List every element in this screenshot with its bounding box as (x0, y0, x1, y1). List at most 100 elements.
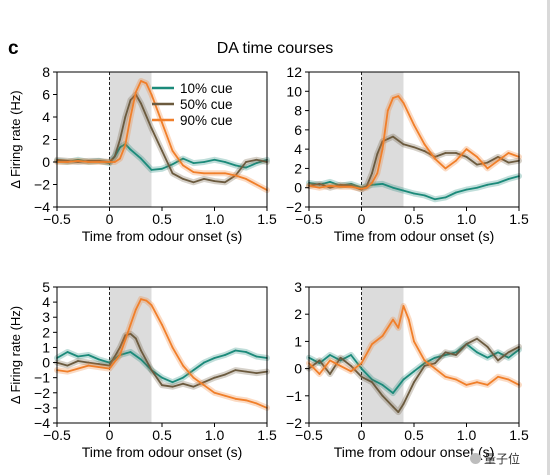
data-point (318, 373, 321, 375)
data-point (423, 143, 426, 146)
data-point (213, 357, 216, 359)
data-point (150, 127, 153, 130)
data-point (129, 323, 132, 326)
y-tick-label: 2 (294, 306, 302, 322)
data-point (423, 194, 426, 197)
x-tick-label: 0.5 (152, 427, 172, 443)
data-point (150, 304, 153, 307)
watermark-text: 量子位 (484, 452, 521, 466)
data-point (140, 157, 142, 160)
data-point (423, 359, 426, 362)
data-point (350, 354, 352, 356)
data-point (108, 364, 111, 367)
page-edge-divider (547, 0, 550, 475)
data-point (224, 172, 226, 175)
data-point (371, 181, 373, 184)
data-point (234, 349, 237, 352)
data-point (444, 354, 447, 356)
data-point (119, 346, 121, 349)
data-point (66, 351, 69, 353)
y-tick-label: 0 (42, 355, 50, 371)
data-point (182, 382, 184, 385)
y-tick-label: 4 (294, 141, 302, 157)
data-point (119, 157, 121, 160)
x-tick-label: 1.5 (257, 427, 277, 443)
data-point (465, 384, 468, 386)
data-point (192, 369, 195, 372)
x-axis-label: Time from odour onset (s) (82, 444, 243, 460)
data-point (507, 178, 510, 180)
data-point (213, 180, 216, 183)
data-point (77, 355, 79, 358)
data-point (192, 376, 195, 379)
data-point (203, 361, 205, 364)
data-point (486, 167, 489, 170)
data-point (129, 99, 132, 102)
y-tick-label: 2 (42, 324, 50, 340)
y-axis-label: Δ Firing rate (Hz) (8, 90, 23, 188)
data-point (113, 155, 116, 158)
data-point (161, 149, 163, 152)
data-point (444, 351, 447, 354)
x-tick-label: −0.5 (43, 211, 71, 227)
y-tick-label: −2 (34, 177, 50, 193)
data-point (402, 403, 405, 405)
data-point (77, 367, 79, 370)
data-point (413, 370, 415, 373)
x-tick-label: 0 (358, 211, 366, 227)
data-point (134, 337, 137, 340)
data-point (87, 361, 90, 364)
data-point (455, 354, 457, 356)
data-point (318, 186, 321, 189)
data-point (381, 394, 384, 397)
data-point (66, 370, 69, 373)
data-point (171, 346, 174, 349)
data-point (329, 181, 331, 183)
data-point (413, 340, 415, 343)
data-point (476, 186, 478, 189)
data-point (77, 159, 79, 162)
data-point (245, 351, 247, 353)
data-point (245, 177, 247, 180)
data-point (182, 177, 184, 180)
x-tick-label: 1.0 (457, 211, 477, 227)
data-point (360, 187, 363, 190)
y-tick-label: 0 (294, 180, 302, 196)
y-tick-label: 2 (42, 132, 50, 148)
x-axis-label: Time from odour onset (s) (334, 444, 495, 460)
data-point (161, 121, 163, 124)
data-point (486, 384, 489, 386)
data-point (129, 116, 132, 118)
x-tick-label: −0.5 (43, 427, 71, 443)
data-point (140, 358, 142, 361)
data-point (407, 318, 410, 321)
figure-title: DA time courses (216, 40, 334, 57)
data-point (507, 161, 510, 164)
odour-window-shading (109, 72, 152, 207)
data-point (486, 161, 489, 164)
data-point (108, 161, 111, 163)
data-point (476, 163, 478, 166)
data-point (497, 359, 499, 362)
data-point (182, 157, 184, 160)
data-point (224, 181, 226, 184)
data-point (392, 186, 394, 189)
data-point (318, 362, 321, 365)
data-point (386, 109, 389, 112)
data-point (203, 384, 205, 387)
data-point (381, 182, 384, 185)
data-point (360, 367, 363, 370)
data-point (134, 308, 137, 311)
data-point (87, 354, 90, 356)
data-point (423, 150, 426, 152)
data-point (119, 138, 121, 141)
x-tick-label: 1.0 (457, 427, 477, 443)
data-point (497, 155, 499, 158)
y-tick-label: 1 (294, 333, 302, 349)
data-point (423, 364, 426, 367)
data-point (192, 181, 195, 184)
data-point (98, 366, 100, 368)
data-point (213, 376, 216, 379)
data-point (108, 367, 111, 370)
data-point (329, 184, 331, 187)
